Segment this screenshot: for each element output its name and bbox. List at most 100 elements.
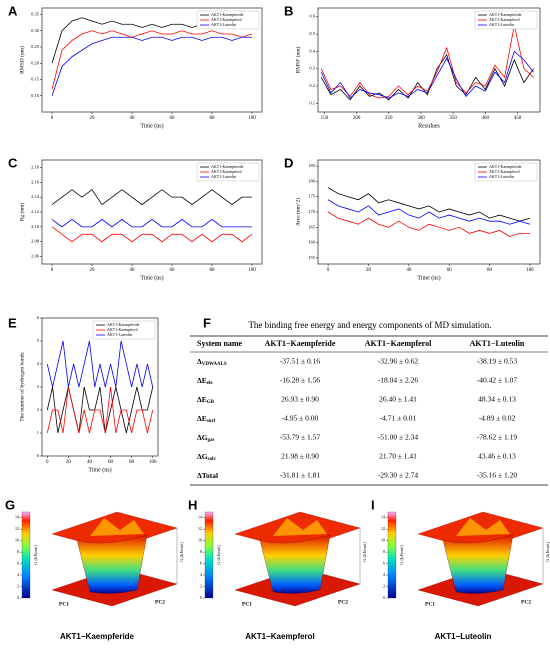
y-tick-label: 2.18 [31, 164, 40, 169]
table-cell: 48.34 ± 0.13 [478, 395, 516, 404]
y-tick-label: 165 [308, 224, 316, 229]
table-cell: -18.04 ± 2.26 [378, 376, 419, 385]
row-label-sub: solv [208, 457, 217, 462]
x-tick-label: 60 [170, 116, 176, 121]
colorbar-tick-label: 10 [15, 538, 19, 543]
y-tick-label: 5 [37, 338, 40, 343]
colorbar-tick-label: 14 [198, 515, 202, 520]
legend-label: AKT1-Luteolin [211, 174, 236, 179]
row-label: ΔGgas [197, 433, 215, 443]
series-line [320, 50, 534, 99]
colorbar [204, 511, 214, 599]
legend-box [474, 162, 538, 182]
z-axis-label: G (kJ/mol) [362, 542, 367, 562]
table-cell: -32.96 ± 0.62 [378, 357, 419, 366]
colorbar [387, 511, 397, 599]
colorbar-tick-label: 8 [17, 549, 19, 554]
colorbar-tick-label: 10 [381, 538, 385, 543]
legend-label: AKT1-Kaempferol [211, 169, 243, 174]
table-cell: -53.79 ± 1.57 [280, 433, 321, 442]
series-line [327, 211, 530, 237]
colorbar [21, 511, 31, 599]
y-tick-label: 3 [37, 384, 40, 389]
y-tick-label: 2.14 [31, 194, 40, 199]
x-tick-label: 400 [482, 116, 490, 121]
y-tick-label: 1 [37, 430, 39, 435]
surface-title: AKT1−Kaempferol [245, 632, 315, 641]
row-label-sub: VDWAALS [202, 362, 227, 367]
panel-letter: G [5, 497, 15, 512]
panel-letter: I [371, 497, 375, 512]
legend-label: AKT1-Kaempferide [211, 164, 244, 169]
table-cell: -37.51 ± 0.16 [280, 357, 321, 366]
y-tick-label: 0.20 [31, 60, 40, 65]
table-cell: -4.89 ± 0.02 [479, 414, 516, 423]
table-title: The binding free energy and energy compo… [248, 320, 491, 330]
x-tick-label: 80 [210, 268, 216, 273]
surface-title: AKT1−Luteolin [435, 632, 492, 641]
x-tick-label: 40 [130, 268, 136, 273]
row-label: ΔVDWAALS [197, 357, 227, 367]
series-line [320, 53, 534, 101]
x-tick-label: 60 [170, 268, 176, 273]
colorbar-tick-label: 0 [383, 595, 385, 600]
y-tick-label: 0.6 [309, 14, 315, 19]
x-tick-label: 0 [46, 460, 49, 465]
y-tick-label: 0.10 [31, 93, 40, 98]
table-cell: -38.19 ± 0.53 [477, 357, 518, 366]
table-cell: 21.98 ± 0.90 [281, 452, 319, 461]
legend-label: AKT1-Kaempferide [489, 164, 522, 169]
x-tick-label: 20 [90, 268, 96, 273]
x-tick-label: 80 [487, 268, 493, 273]
surface-funnel [259, 534, 331, 594]
colorbar-tick-label: 8 [383, 549, 385, 554]
colorbar-tick-label: 6 [383, 561, 385, 566]
y-axis-label: Rg (nm) [18, 203, 25, 222]
x-tick-label: 100 [248, 116, 256, 121]
table-cell: -4.71 ± 0.01 [380, 414, 417, 423]
plot-frame [317, 7, 541, 113]
series-line [51, 36, 252, 96]
row-label-sub: surf [207, 419, 216, 424]
surface-ridge [456, 518, 510, 536]
legend-label: AKT1-Kaempferol [489, 17, 521, 22]
series-line [51, 226, 253, 243]
legend-box [92, 320, 156, 340]
x-tick-label: 60 [447, 268, 453, 273]
colorbar-tick-label: 2 [383, 583, 385, 588]
x-tick-label: 0 [327, 268, 330, 273]
legend-label: AKT1-Kaempferide [211, 12, 244, 17]
table-cell: 26.40 ± 1.41 [379, 395, 417, 404]
colorbar-tick-label: 8 [200, 549, 202, 554]
row-label-sub: gas [208, 438, 215, 443]
x-tick-label: 40 [130, 116, 136, 121]
y-tick-label: 2.08 [31, 239, 40, 244]
x-tick-label: 80 [129, 460, 135, 465]
y-tick-label: 185 [308, 163, 316, 168]
x-tick-label: 0 [51, 268, 54, 273]
plot-frame [41, 7, 263, 113]
x-axis-label: Time (ns) [140, 122, 163, 129]
panel-letter: A [8, 3, 18, 18]
series-line [51, 189, 252, 206]
y-tick-label: 0.4 [309, 48, 315, 53]
y-tick-label: 2 [37, 407, 39, 412]
legend-box [474, 10, 538, 30]
y-tick-label: 0.15 [31, 77, 40, 82]
legend-label: AKT1-Kaempferide [489, 12, 522, 17]
series-line [46, 386, 154, 434]
colorbar-tick-label: 0 [200, 595, 202, 600]
x-axis-label: PC1 [242, 601, 252, 607]
surface-funnel [76, 534, 148, 594]
row-label: ΔGsolv [197, 452, 216, 462]
row-label-main: ΔTotal [197, 471, 218, 480]
row-label-main: Δ [197, 357, 202, 366]
legend-label: AKT1-Kaempferol [107, 327, 139, 332]
z-axis-label: G (kJ/mol) [545, 542, 550, 562]
row-label: ΔEele [197, 376, 213, 386]
x-axis-label: Time (ns) [140, 274, 163, 281]
series-line [46, 340, 154, 388]
colorbar-tick-label: 2 [200, 583, 202, 588]
panel-letter: E [8, 315, 17, 330]
x-tick-label: 20 [366, 268, 372, 273]
